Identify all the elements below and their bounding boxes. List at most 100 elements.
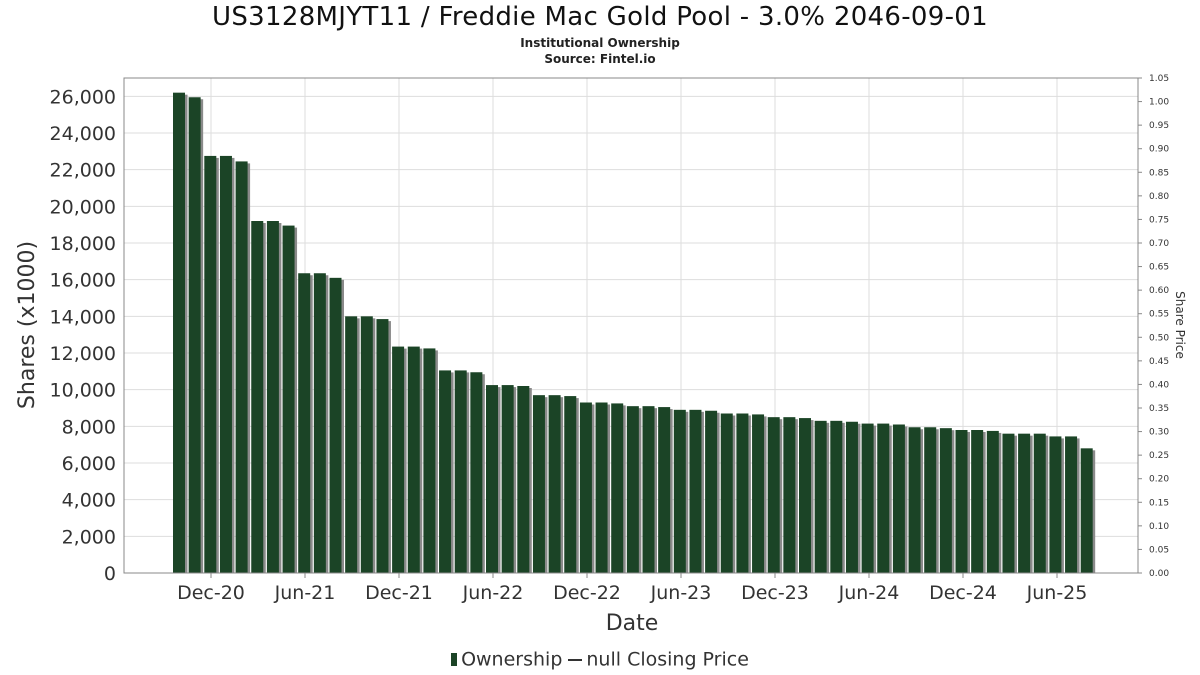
y2-tick-label: 0.10 — [1149, 522, 1169, 532]
ownership-bar — [407, 346, 420, 573]
y2-tick-label: 0.40 — [1149, 380, 1169, 390]
ownership-bar — [219, 155, 232, 573]
ownership-bar — [298, 273, 311, 573]
y2-tick-label: 0.30 — [1149, 428, 1169, 438]
ownership-bar — [360, 316, 373, 573]
ownership-bar — [423, 348, 436, 573]
ownership-bar — [673, 409, 686, 573]
y2-tick-label: 0.55 — [1149, 310, 1169, 320]
y-axis-title: Shares (x1000) — [15, 241, 40, 409]
y2-tick-label: 0.75 — [1149, 215, 1169, 225]
ownership-bar — [454, 370, 467, 573]
ownership-bar — [204, 155, 217, 573]
ownership-bar — [908, 427, 921, 573]
ownership-bar — [939, 428, 952, 573]
ownership-bar — [986, 430, 999, 573]
ownership-bar — [611, 403, 624, 573]
y2-tick-label: 0.45 — [1149, 357, 1169, 367]
ownership-bar — [501, 385, 514, 573]
ownership-bar — [470, 372, 483, 573]
ownership-bar — [626, 406, 639, 573]
ownership-bar — [845, 421, 858, 573]
x-tick-label: Dec-21 — [365, 582, 433, 604]
chart-subtitle: Institutional Ownership — [520, 36, 680, 50]
y2-tick-label: 0.70 — [1149, 239, 1169, 249]
y-tick-label: 16,000 — [50, 270, 116, 292]
y-tick-label: 26,000 — [50, 86, 116, 108]
ownership-bar — [752, 414, 765, 573]
y2-tick-label: 0.15 — [1149, 498, 1169, 508]
y2-tick-label: 0.35 — [1149, 404, 1169, 414]
legend-price-swatch — [568, 658, 583, 661]
ownership-bar — [329, 277, 342, 573]
ownership-bar — [877, 423, 890, 573]
ownership-bar — [235, 161, 248, 573]
y2-tick-label: 0.95 — [1149, 121, 1169, 131]
ownership-bar — [861, 423, 874, 573]
ownership-bar — [720, 413, 733, 573]
y2-tick-label: 0.00 — [1149, 569, 1169, 579]
y-tick-label: 20,000 — [50, 196, 116, 218]
ownership-bar — [579, 402, 592, 573]
chart-title: US3128MJYT11 / Freddie Mac Gold Pool - 3… — [212, 2, 988, 32]
y2-tick-label: 0.65 — [1149, 263, 1169, 273]
y2-tick-label: 0.20 — [1149, 475, 1169, 485]
ownership-bar — [345, 316, 358, 573]
ownership-bar — [799, 418, 811, 573]
chart-legend: Ownership null Closing Price — [0, 648, 1200, 671]
ownership-bar — [642, 406, 655, 573]
ownership-bar — [783, 417, 796, 573]
y-tick-label: 24,000 — [50, 123, 116, 145]
ownership-bar — [658, 407, 671, 573]
y2-tick-label: 1.05 — [1149, 74, 1169, 84]
x-tick-label: Jun-22 — [462, 582, 524, 604]
plot-frame — [123, 77, 1139, 574]
ownership-bar — [266, 221, 279, 573]
ownership-bar — [532, 395, 545, 573]
y-tick-label: 0 — [104, 563, 116, 585]
y2-axis-title: Share Price — [1173, 291, 1187, 359]
legend-price-label: null Closing Price — [586, 648, 749, 671]
ownership-bar — [955, 430, 968, 573]
y-tick-label: 10,000 — [50, 380, 116, 402]
ownership-bar — [1065, 436, 1078, 573]
ownership-bar — [892, 424, 905, 573]
ownership-bar — [564, 396, 577, 573]
ownership-bar — [282, 225, 295, 574]
x-tick-label: Dec-24 — [929, 582, 997, 604]
ownership-bar — [392, 346, 405, 573]
x-tick-label: Jun-23 — [650, 582, 712, 604]
y2-tick-label: 0.80 — [1149, 192, 1169, 202]
ownership-bar — [924, 427, 937, 573]
y-tick-label: 2,000 — [62, 526, 116, 548]
ownership-bar — [971, 430, 984, 573]
x-tick-label: Dec-22 — [553, 582, 621, 604]
ownership-bar — [767, 417, 780, 573]
y2-tick-label: 0.85 — [1149, 168, 1169, 178]
x-axis-title: Date — [606, 611, 659, 636]
legend-ownership-swatch — [451, 653, 458, 666]
ownership-bar — [439, 370, 452, 573]
ownership-bar — [689, 409, 702, 573]
legend-ownership-label: Ownership — [461, 648, 563, 671]
y-tick-label: 22,000 — [50, 160, 116, 182]
y-tick-label: 6,000 — [62, 453, 116, 475]
x-tick-label: Jun-21 — [274, 582, 336, 604]
ownership-bar — [705, 410, 718, 573]
y2-tick-label: 0.90 — [1149, 145, 1169, 155]
y-tick-label: 4,000 — [62, 490, 116, 512]
x-tick-label: Jun-25 — [1026, 582, 1088, 604]
ownership-bar — [595, 402, 608, 573]
ownership-bar — [1002, 433, 1015, 573]
ownership-bar — [1018, 433, 1031, 573]
y-tick-label: 12,000 — [50, 343, 116, 365]
ownership-bar — [173, 92, 185, 574]
y-tick-label: 8,000 — [62, 416, 116, 438]
ownership-bar — [830, 420, 843, 573]
ownership-bar — [548, 395, 561, 573]
ownership-bar — [736, 413, 749, 573]
ownership-bar — [313, 273, 326, 573]
y2-tick-label: 0.50 — [1149, 333, 1169, 343]
ownership-bar — [1033, 433, 1046, 573]
